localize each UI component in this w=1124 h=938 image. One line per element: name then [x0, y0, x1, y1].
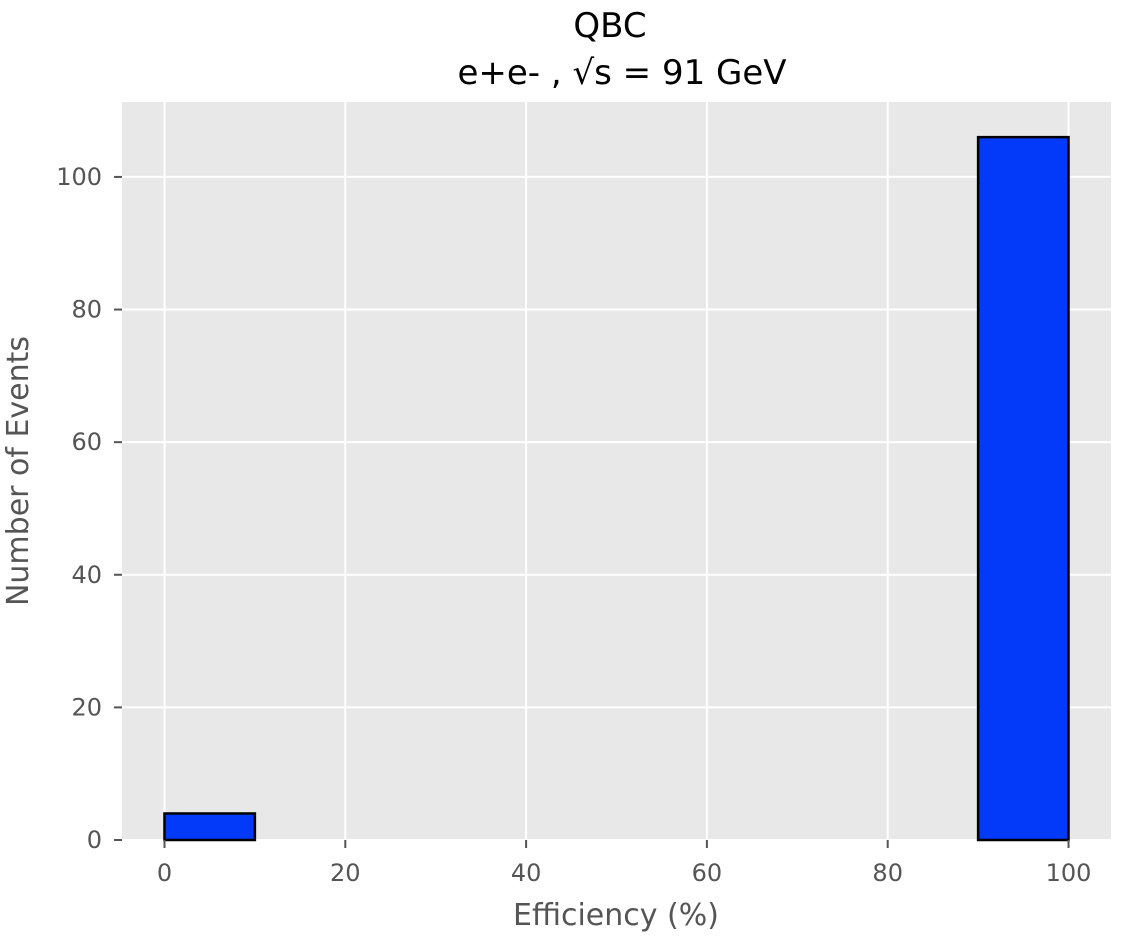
- x-tick-label: 80: [872, 859, 903, 887]
- x-tick-label: 20: [330, 859, 361, 887]
- bars: [163, 135, 1070, 842]
- y-tick-label: 80: [71, 296, 102, 324]
- y-axis-label: Number of Events: [1, 336, 36, 606]
- histogram-bar: [163, 812, 257, 842]
- axis-ticks: 0 20 40 60 80 100 0 20 40 60 80 100: [56, 163, 1091, 887]
- chart-subtitle: e+e- , √s = 91 GeV: [457, 53, 786, 93]
- x-tick-label: 40: [511, 859, 542, 887]
- x-tick-label: 60: [692, 859, 723, 887]
- x-tick-label: 0: [157, 859, 172, 887]
- x-axis-label: Efficiency (%): [513, 898, 719, 933]
- y-tick-label: 40: [71, 561, 102, 589]
- y-tick-label: 100: [56, 163, 102, 191]
- plot-area: [122, 102, 1111, 840]
- y-tick-label: 0: [87, 826, 102, 854]
- y-tick-label: 20: [71, 693, 102, 721]
- y-tick-label: 60: [71, 428, 102, 456]
- chart-title: QBC: [573, 6, 646, 46]
- histogram-bar: [976, 135, 1070, 842]
- x-tick-label: 100: [1046, 859, 1092, 887]
